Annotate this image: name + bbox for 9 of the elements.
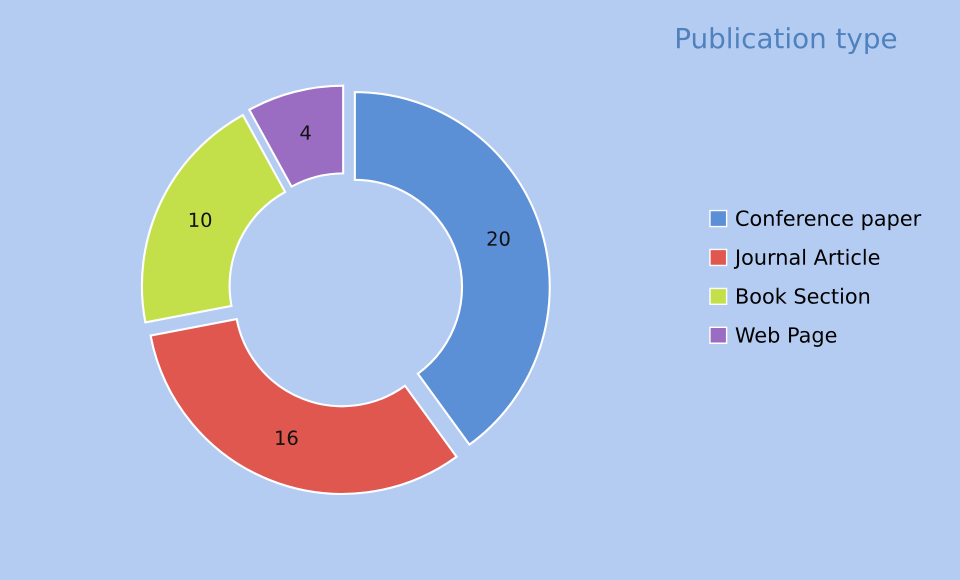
legend-label: Book Section	[736, 288, 870, 304]
legend-label: Conference paper	[736, 210, 922, 230]
legend-label: Web Page	[736, 326, 836, 347]
data-label: 10	[190, 212, 212, 228]
data-label: 20	[488, 231, 510, 246]
chart-title: Publication type	[677, 27, 896, 54]
data-label: 4	[300, 125, 311, 140]
data-label: 16	[276, 430, 298, 446]
legend-label: Journal Article	[734, 248, 880, 269]
